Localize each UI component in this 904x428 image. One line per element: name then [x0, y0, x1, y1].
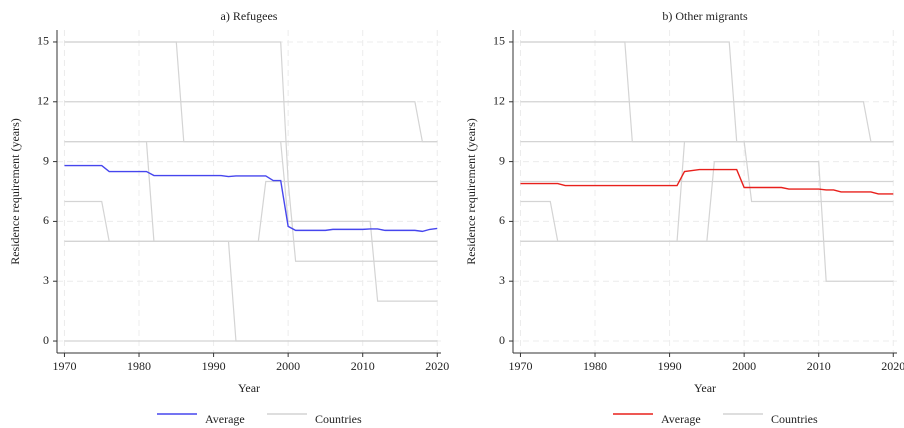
y-tick-label: 0 [43, 333, 49, 347]
x-tick-label: 2020 [425, 359, 449, 373]
y-tick-label: 0 [499, 333, 505, 347]
x-axis-label: Year [694, 381, 716, 395]
y-tick-label: 9 [499, 153, 505, 167]
y-tick-label: 12 [37, 94, 49, 108]
y-tick-label: 6 [499, 213, 505, 227]
y-tick-label: 3 [43, 273, 49, 287]
country-line [64, 180, 438, 262]
y-tick-label: 15 [37, 34, 49, 48]
y-axis-label: Residence requirement (years) [464, 118, 478, 265]
legend-label: Countries [771, 412, 818, 426]
y-tick-label: 12 [493, 94, 505, 108]
average-line [64, 164, 438, 233]
x-tick-label: 1980 [127, 359, 151, 373]
country-line [520, 160, 894, 282]
country-line [64, 41, 438, 183]
x-tick-label: 1970 [52, 359, 76, 373]
x-tick-label: 1970 [508, 359, 532, 373]
country-line [64, 41, 438, 143]
x-tick-label: 2010 [351, 359, 375, 373]
legend-label: Average [661, 412, 701, 426]
country-line [520, 41, 894, 143]
x-tick-label: 2000 [276, 359, 300, 373]
y-axis-label: Residence requirement (years) [8, 118, 22, 265]
legend-label: Average [205, 412, 245, 426]
x-tick-label: 1990 [658, 359, 682, 373]
country-line [64, 101, 438, 143]
panel-title: a) Refugees [221, 9, 278, 23]
y-tick-label: 15 [493, 34, 505, 48]
x-tick-label: 2000 [732, 359, 756, 373]
average-line [520, 168, 894, 195]
legend-label: Countries [315, 412, 362, 426]
y-tick-label: 3 [499, 273, 505, 287]
x-tick-label: 1980 [583, 359, 607, 373]
country-line [520, 41, 894, 143]
x-tick-label: 1990 [202, 359, 226, 373]
country-line [520, 101, 894, 143]
country-line [64, 141, 438, 302]
x-axis-label: Year [238, 381, 260, 395]
y-tick-label: 6 [43, 213, 49, 227]
x-tick-label: 2020 [881, 359, 904, 373]
y-tick-label: 9 [43, 153, 49, 167]
panel-title: b) Other migrants [662, 9, 748, 23]
x-tick-label: 2010 [807, 359, 831, 373]
